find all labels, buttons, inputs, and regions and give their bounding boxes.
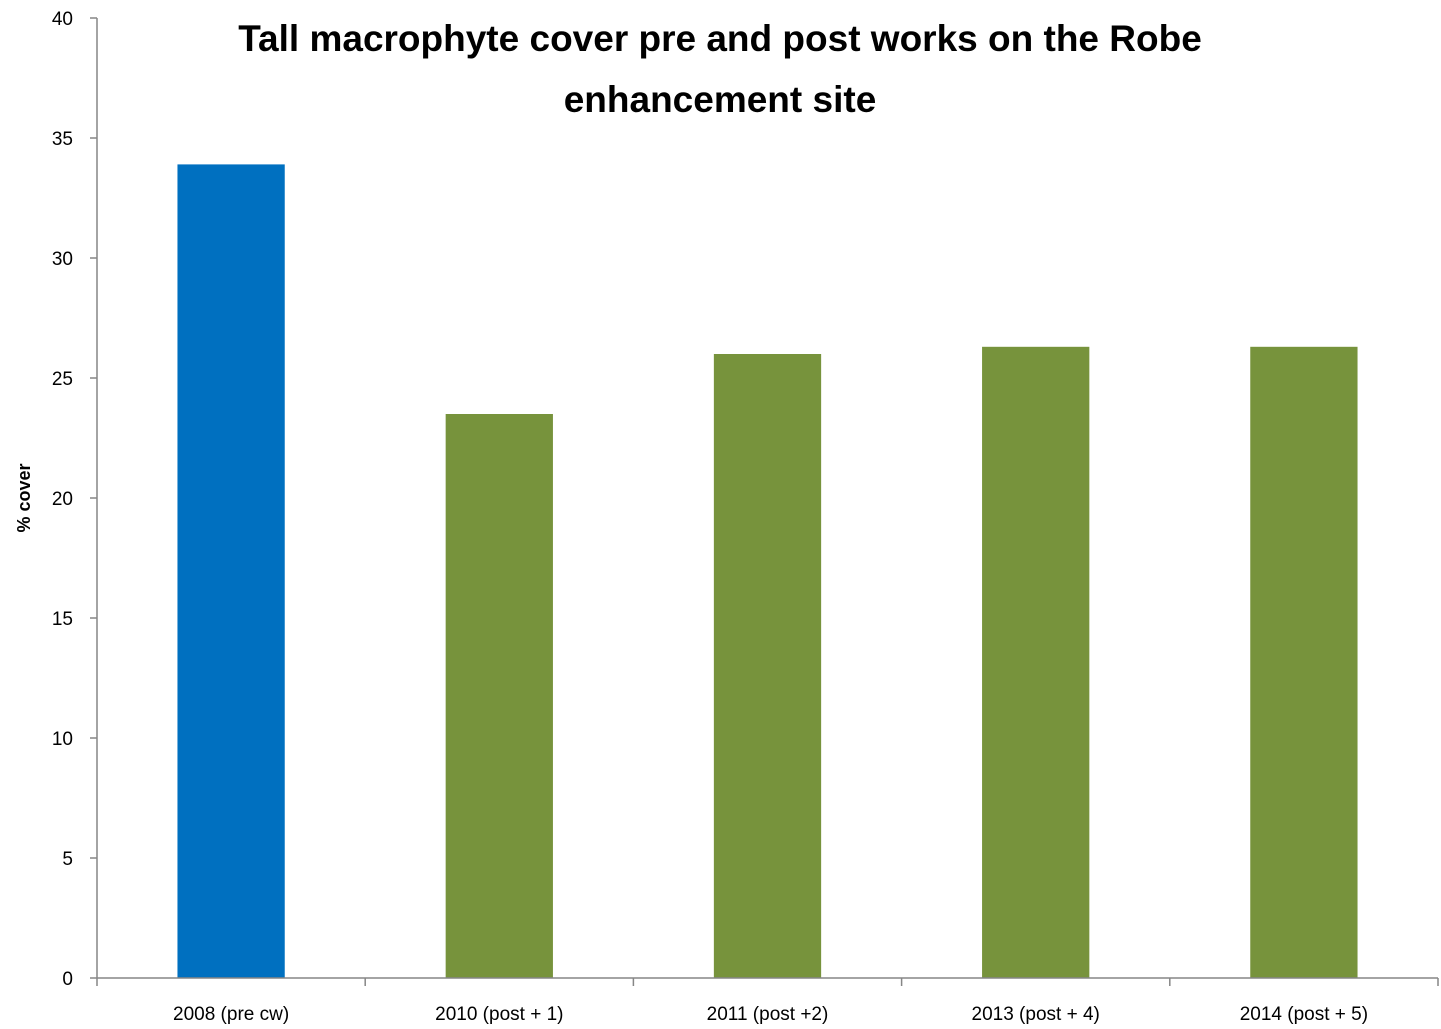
x-category-label-1: 2010 (post + 1) bbox=[435, 1004, 563, 1025]
y-tick-label-0: 0 bbox=[62, 969, 73, 990]
bar-0 bbox=[177, 164, 285, 978]
y-tick-label-3: 15 bbox=[52, 609, 73, 630]
y-ticks: 0 5 10 15 20 25 30 35 40 bbox=[52, 9, 97, 990]
bar-2 bbox=[713, 354, 822, 978]
x-ticks: 2008 (pre cw) 2010 (post + 1) 2011 (post +… bbox=[96, 978, 1439, 1025]
bar-3 bbox=[982, 346, 1090, 978]
x-category-label-4: 2014 (post + 5) bbox=[1240, 1004, 1368, 1025]
x-category-label-3: 2013 (post + 4) bbox=[972, 1004, 1100, 1025]
y-tick-label-4: 20 bbox=[52, 489, 73, 510]
bars-layer bbox=[177, 164, 1358, 978]
y-tick-label-2: 10 bbox=[52, 729, 73, 750]
y-tick-label-7: 35 bbox=[52, 129, 73, 150]
y-tick-label-5: 25 bbox=[52, 369, 73, 390]
y-tick-label-6: 30 bbox=[52, 249, 73, 270]
x-category-label-0: 2008 (pre cw) bbox=[173, 1004, 289, 1025]
chart-title-line-2: enhancement site bbox=[563, 79, 877, 120]
y-tick-label-8: 40 bbox=[52, 9, 73, 30]
chart-title-line-1: Tall macrophyte cover pre and post works… bbox=[238, 18, 1202, 59]
x-category-label-2: 2011 (post +2) bbox=[707, 1004, 829, 1025]
bar-4 bbox=[1250, 346, 1358, 978]
y-tick-label-1: 5 bbox=[62, 849, 73, 870]
bar-1 bbox=[445, 414, 553, 978]
y-axis-label: % cover bbox=[14, 463, 34, 532]
